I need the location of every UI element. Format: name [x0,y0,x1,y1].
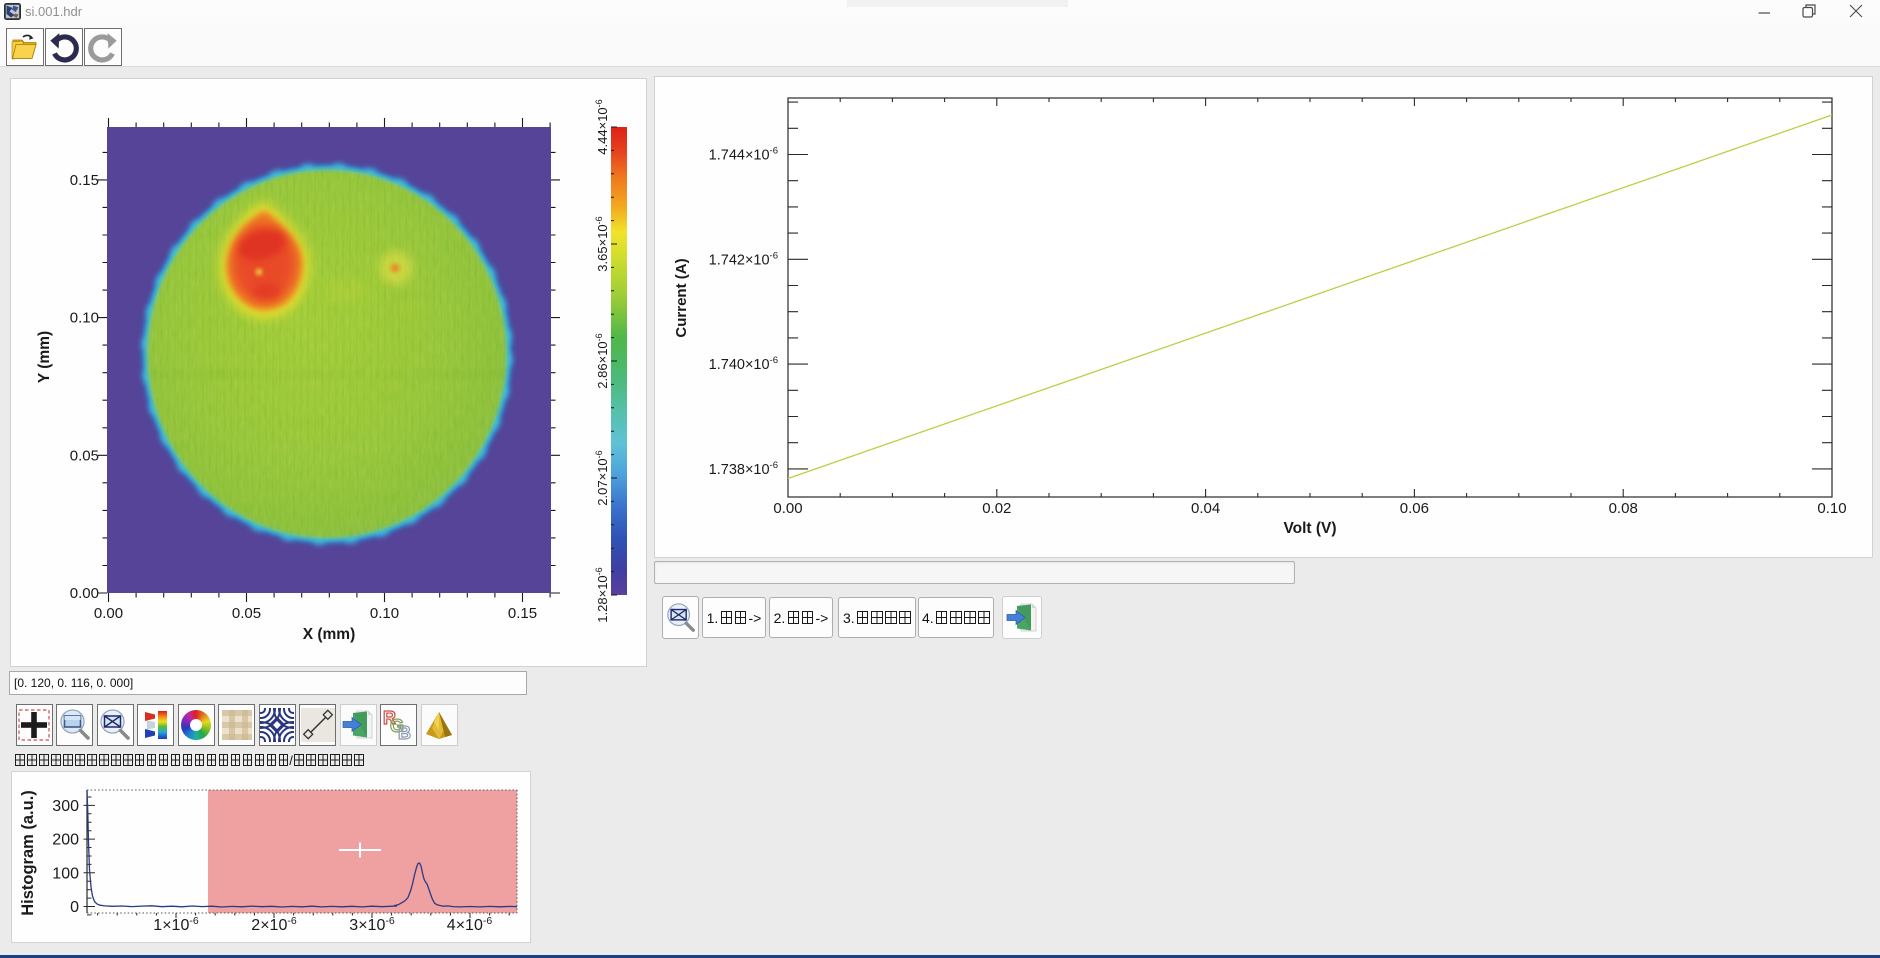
svg-text:0.00: 0.00 [70,585,99,602]
svg-text:0: 0 [70,899,79,916]
svg-text:1.740×10-6: 1.740×10-6 [709,355,778,373]
svg-text:2.07×10-6: 2.07×10-6 [594,450,610,505]
svg-text:1.744×10-6: 1.744×10-6 [709,146,778,164]
svg-text:B: B [398,723,411,742]
svg-text:4×10-6: 4×10-6 [447,915,493,934]
svg-text:3×10-6: 3×10-6 [349,915,395,934]
svg-text:X (mm): X (mm) [303,626,356,643]
svg-text:0.04: 0.04 [1191,500,1220,517]
svg-text:0.02: 0.02 [982,500,1011,517]
svg-text:0.06: 0.06 [1400,500,1429,517]
svg-text:4.44×10-6: 4.44×10-6 [594,99,610,154]
svg-text:200: 200 [52,832,79,849]
svg-text:Current (A): Current (A) [673,258,690,337]
svg-text:300: 300 [52,798,79,815]
svg-text:0.15: 0.15 [508,605,537,622]
svg-text:1×10-6: 1×10-6 [153,915,199,934]
svg-text:2×10-6: 2×10-6 [251,915,297,934]
svg-text:0.10: 0.10 [1817,500,1846,517]
svg-text:1.738×10-6: 1.738×10-6 [709,460,778,478]
svg-text:0.15: 0.15 [70,172,99,189]
svg-text:0.10: 0.10 [370,605,399,622]
svg-text:R: R [383,708,396,728]
svg-text:0.10: 0.10 [70,310,99,327]
svg-text:0.00: 0.00 [773,500,802,517]
svg-text:0.05: 0.05 [70,447,99,464]
svg-text:G: G [390,716,404,736]
svg-text:Volt (V): Volt (V) [1283,520,1336,537]
svg-text:1.742×10-6: 1.742×10-6 [709,250,778,268]
svg-text:100: 100 [52,865,79,882]
svg-text:2.86×10-6: 2.86×10-6 [594,333,610,388]
svg-text:0.05: 0.05 [232,605,261,622]
svg-text:0.00: 0.00 [94,605,123,622]
svg-text:Histogram (a.u.): Histogram (a.u.) [19,790,37,916]
svg-text:1.28×10-6: 1.28×10-6 [594,567,610,622]
svg-text:3.65×10-6: 3.65×10-6 [594,216,610,271]
svg-text:0.08: 0.08 [1609,500,1638,517]
svg-text:Y (mm): Y (mm) [36,331,53,383]
